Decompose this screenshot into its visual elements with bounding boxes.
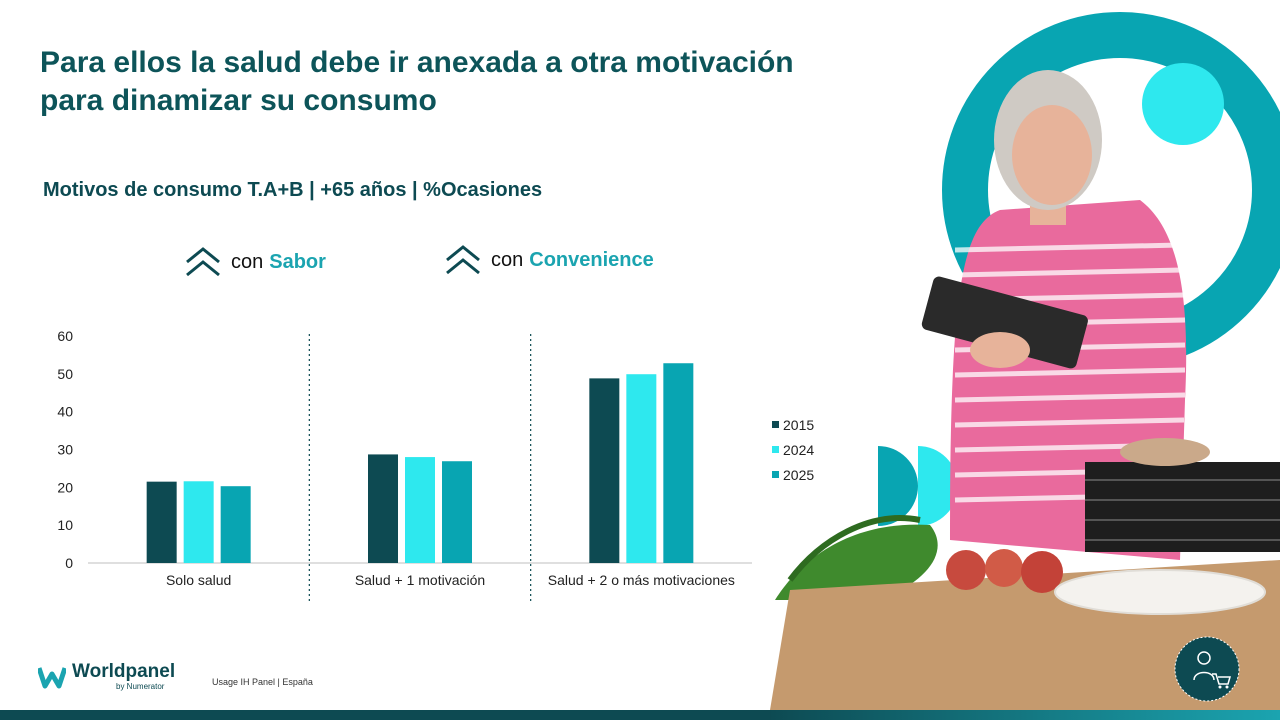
bar-2025: [220, 486, 251, 563]
page-title: Para ellos la salud debe ir anexada a ot…: [40, 44, 900, 120]
legend-item-2025: 2025: [772, 462, 814, 487]
legend-swatch: [772, 421, 779, 428]
legend-item-2015: 2015: [772, 412, 814, 437]
source-note: Usage IH Panel | España: [212, 677, 313, 687]
worldpanel-logo: Worldpanel by Numerator: [38, 662, 175, 691]
bar-2025: [442, 461, 472, 563]
bar-2015: [589, 378, 620, 563]
legend-label: 2025: [783, 466, 815, 483]
brand-name: Worldpanel: [72, 661, 176, 682]
bar-2025: [663, 363, 694, 563]
y-tick-label: 30: [57, 442, 73, 458]
y-tick-label: 50: [57, 366, 73, 382]
callout-highlight: Sabor: [269, 250, 326, 273]
category-label: Salud + 2 o más motivaciones: [548, 572, 735, 588]
category-label: Solo salud: [166, 572, 231, 588]
callout-convenience: con Convenience: [445, 244, 654, 276]
callout-highlight: Convenience: [529, 248, 654, 271]
legend-item-2024: 2024: [772, 437, 814, 462]
category-label: Salud + 1 motivación: [355, 572, 485, 588]
bar-2024: [405, 457, 435, 563]
callout-prefix: con: [231, 250, 264, 273]
woman-with-tablet-photo: [770, 12, 1280, 710]
callout-prefix: con: [491, 248, 524, 271]
shopper-cart-icon: [1174, 636, 1240, 702]
legend-swatch: [772, 471, 779, 478]
bar-chart: 0 10 20 30 40 50 60 Solo salud Salud + 1 motivac…: [57, 328, 752, 602]
legend-label: 2024: [783, 441, 815, 458]
double-chevron-up-icon: [446, 245, 480, 275]
y-tick-label: 60: [57, 328, 73, 344]
legend-swatch: [772, 446, 779, 453]
title-line-1: Para ellos la salud debe ir anexada a ot…: [40, 46, 794, 79]
bar-2015: [368, 454, 398, 563]
bar-2024: [183, 481, 214, 563]
worldpanel-w-icon: [38, 666, 66, 688]
bar-2024: [626, 374, 657, 563]
bottom-bar: [0, 710, 1280, 720]
callout-sabor: con Sabor: [185, 246, 326, 278]
brand-byline: by Numerator: [116, 682, 165, 691]
title-line-2: para dinamizar su consumo: [40, 84, 437, 117]
chart-legend: 2015 2024 2025: [772, 412, 814, 487]
y-tick-label: 10: [57, 517, 73, 533]
chart-subtitle: Motivos de consumo T.A+B | +65 años | %O…: [43, 179, 543, 201]
y-tick-label: 0: [65, 555, 73, 571]
y-tick-label: 40: [57, 404, 73, 420]
bar-2015: [146, 481, 177, 563]
legend-label: 2015: [783, 416, 815, 433]
double-chevron-up-icon: [186, 247, 220, 277]
y-tick-label: 20: [57, 479, 73, 495]
